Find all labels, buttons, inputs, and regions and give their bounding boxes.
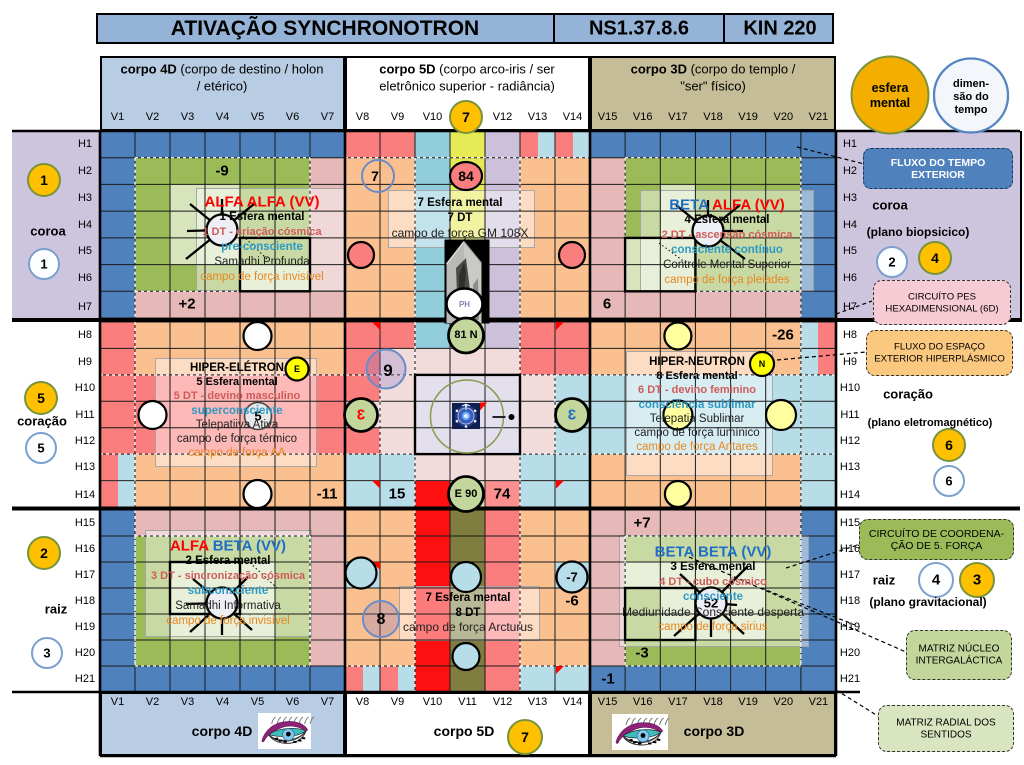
svg-text:PH: PH bbox=[459, 300, 470, 309]
